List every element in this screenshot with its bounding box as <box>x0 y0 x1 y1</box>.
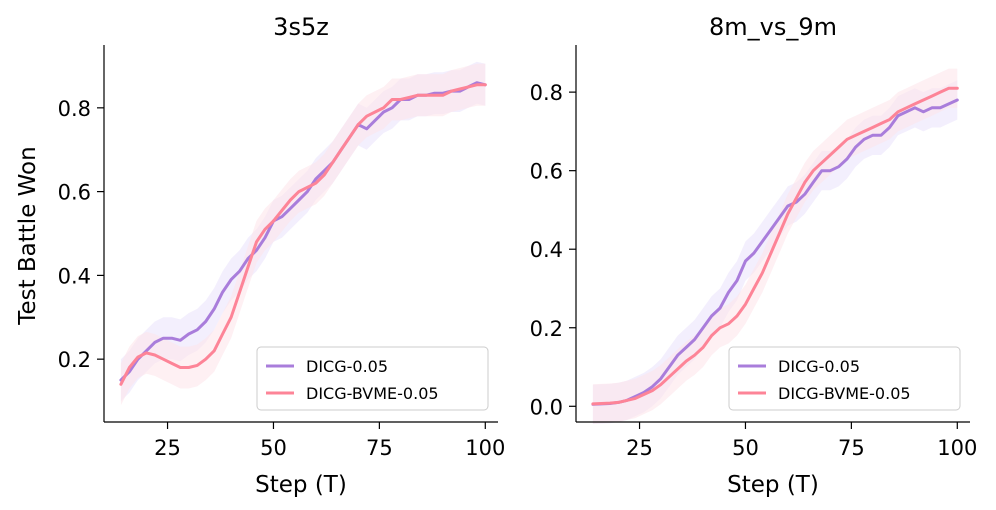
x-axis-label: Step (T) <box>727 472 819 498</box>
y-tick-label: 0.8 <box>58 97 91 121</box>
confidence-band <box>120 61 486 402</box>
y-tick-label: 0.6 <box>58 181 91 205</box>
chart-title: 8m_vs_9m <box>709 13 837 41</box>
y-tick-label: 0.2 <box>58 348 91 372</box>
legend-label: DICG-0.05 <box>778 357 860 376</box>
x-tick-label: 25 <box>626 436 653 460</box>
legend: DICG-0.05 DICG-BVME-0.05 <box>256 346 489 411</box>
y-tick-label: 0.8 <box>530 81 563 105</box>
x-tick-label: 75 <box>366 436 393 460</box>
y-axis-label: Test Battle Won <box>15 146 41 325</box>
series-line <box>591 98 959 406</box>
y-tick-label: 0.6 <box>530 160 563 184</box>
x-tick-label: 75 <box>838 436 865 460</box>
chart-panel-1: 3s5z 25 50 75 100 0.2 0.4 0.6 0.8 Step (T) Test Ba… <box>15 13 505 498</box>
x-tick-label: 50 <box>732 436 759 460</box>
confidence-band <box>592 80 958 425</box>
legend-label: DICG-0.05 <box>306 357 388 376</box>
legend: DICG-0.05 DICG-BVME-0.05 <box>728 346 961 411</box>
confidence-band <box>120 63 486 406</box>
series-line <box>591 86 959 406</box>
y-tick-label: 0.4 <box>58 264 91 288</box>
chart-title: 3s5z <box>273 13 329 41</box>
legend-label: DICG-BVME-0.05 <box>778 384 911 403</box>
chart-panel-2: 8m_vs_9m 25 50 75 100 0.0 0.2 0.4 0.6 0.8 Step (T)… <box>530 13 978 498</box>
series-line <box>119 83 487 386</box>
x-tick-label: 50 <box>260 436 287 460</box>
x-tick-label: 25 <box>154 436 181 460</box>
legend-label: DICG-BVME-0.05 <box>306 384 439 403</box>
y-tick-label: 0.0 <box>530 395 563 419</box>
x-axis-label: Step (T) <box>255 472 347 498</box>
x-tick-label: 100 <box>937 436 977 460</box>
y-tick-label: 0.2 <box>530 317 563 341</box>
x-tick-label: 100 <box>465 436 505 460</box>
y-tick-label: 0.4 <box>530 238 563 262</box>
legend-box <box>728 346 961 411</box>
legend-box <box>256 346 489 411</box>
